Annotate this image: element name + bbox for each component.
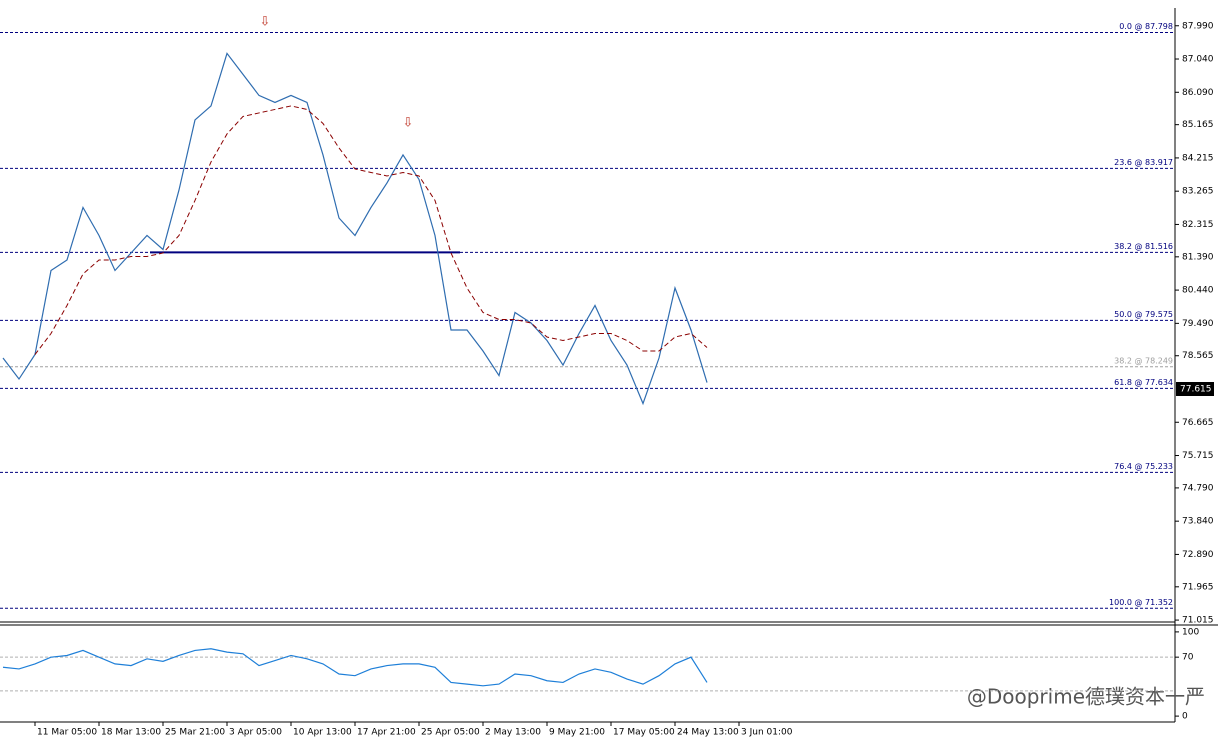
y-tick-label: 80.440 bbox=[1182, 286, 1214, 296]
x-tick-label: 18 Mar 13:00 bbox=[101, 728, 161, 738]
fib-label: 100.0 @ 71.352 bbox=[1109, 598, 1173, 607]
y-tick-label: 87.990 bbox=[1182, 21, 1214, 31]
series-line bbox=[2, 648, 708, 687]
y-tick-label: 87.040 bbox=[1182, 55, 1214, 65]
y-tick-label: 75.715 bbox=[1182, 451, 1214, 461]
y-tick-label: 79.490 bbox=[1182, 319, 1214, 329]
fib-label: 61.8 @ 77.634 bbox=[1114, 378, 1173, 387]
y-tick-label: 71.015 bbox=[1182, 616, 1214, 626]
fib-label: 0.0 @ 87.798 bbox=[1119, 22, 1173, 31]
x-tick-label: 25 Mar 21:00 bbox=[165, 728, 225, 738]
current-price-box bbox=[1176, 381, 1214, 396]
x-tick-label: 9 May 21:00 bbox=[549, 728, 605, 738]
x-tick-label: 3 Apr 05:00 bbox=[229, 728, 282, 738]
y-tick-label: 85.165 bbox=[1182, 120, 1214, 130]
series-line bbox=[2, 52, 708, 406]
y-tick-label: 72.890 bbox=[1182, 550, 1214, 560]
y-tick-label: 78.565 bbox=[1182, 351, 1214, 361]
y-tick-label: 70 bbox=[1182, 653, 1194, 663]
x-tick-label: 17 May 05:00 bbox=[613, 728, 675, 738]
fib-label: 38.2 @ 81.516 bbox=[1114, 242, 1173, 251]
y-tick-label: 81.390 bbox=[1182, 252, 1214, 262]
fib-label: 50.0 @ 79.575 bbox=[1114, 310, 1173, 319]
y-tick-label: 82.315 bbox=[1182, 220, 1214, 230]
y-tick-label: 76.665 bbox=[1182, 418, 1214, 428]
y-tick-label: 83.265 bbox=[1182, 187, 1214, 197]
x-tick-label: 24 May 13:00 bbox=[677, 728, 739, 738]
y-tick-label: 84.215 bbox=[1182, 153, 1214, 163]
arrow-icon: ⇩ bbox=[260, 15, 271, 30]
y-tick-label: 71.965 bbox=[1182, 582, 1214, 592]
x-tick-label: 2 May 13:00 bbox=[485, 728, 541, 738]
y-tick-label: 86.090 bbox=[1182, 88, 1214, 98]
x-tick-label: 10 Apr 13:00 bbox=[293, 728, 352, 738]
series-line bbox=[34, 105, 708, 355]
x-tick-label: 17 Apr 21:00 bbox=[357, 728, 416, 738]
y-tick-label: 73.840 bbox=[1182, 517, 1214, 527]
x-tick-label: 11 Mar 05:00 bbox=[37, 728, 97, 738]
current-price-label: 77.615 bbox=[1180, 384, 1212, 394]
x-tick-label: 25 Apr 05:00 bbox=[421, 728, 480, 738]
arrow-icon: ⇩ bbox=[403, 116, 414, 131]
fib-label: 38.2 @ 78.249 bbox=[1114, 356, 1173, 365]
fib-label: 23.6 @ 83.917 bbox=[1114, 158, 1173, 167]
watermark: @Dooprime德璞资本一严 bbox=[967, 685, 1205, 709]
y-tick-label: 100 bbox=[1182, 627, 1199, 637]
fib-label: 76.4 @ 75.233 bbox=[1114, 462, 1173, 471]
x-tick-label: 3 Jun 01:00 bbox=[741, 728, 793, 738]
y-tick-label: 74.790 bbox=[1182, 483, 1214, 493]
y-tick-label: 0 bbox=[1182, 712, 1188, 722]
